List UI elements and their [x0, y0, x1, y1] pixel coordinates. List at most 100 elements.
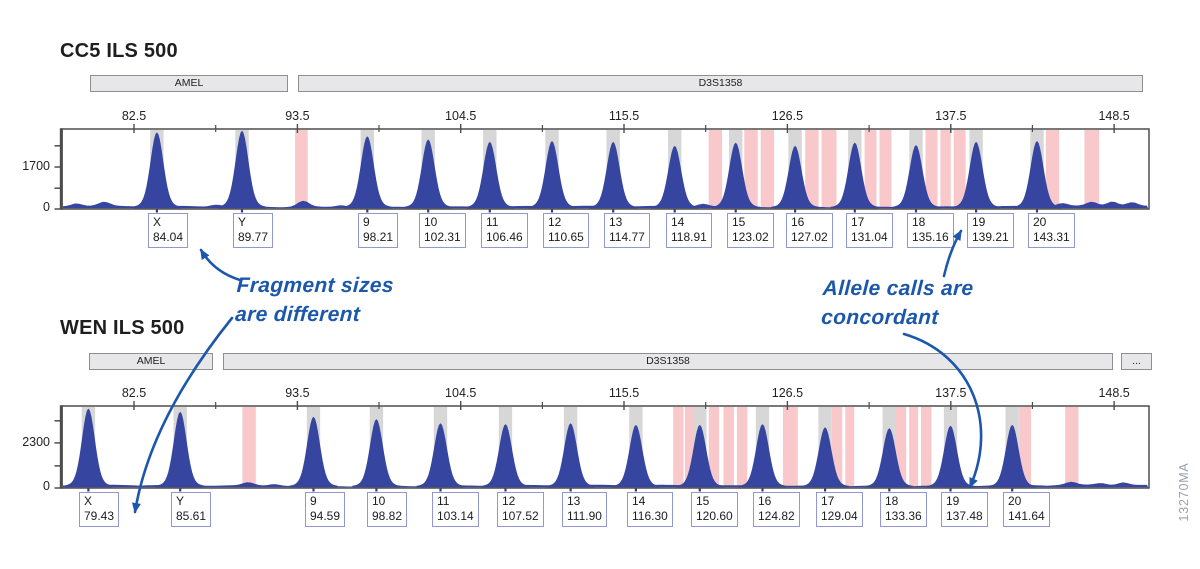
- watermark-text: 13270MA: [1177, 462, 1191, 522]
- allele-box-14: 14 118.91: [666, 213, 712, 248]
- fragment-size: 110.65: [548, 230, 584, 244]
- allele-call: 10: [424, 215, 438, 229]
- allele-call: 20: [1008, 494, 1022, 508]
- pink-bin: [1065, 407, 1079, 487]
- allele-peak: [988, 424, 1037, 488]
- pink-bin: [1019, 407, 1031, 487]
- allele-box-9: 9 94.59: [305, 492, 346, 527]
- pink-bin: [831, 407, 843, 487]
- peak-position-tick: [698, 488, 701, 492]
- allele-call: 15: [696, 494, 710, 508]
- allele-peak: [1013, 141, 1061, 209]
- y-axis-max-label: 1700: [22, 159, 50, 173]
- allele-peak: [156, 411, 205, 488]
- peak-position-tick: [312, 488, 315, 492]
- allele-call: 13: [609, 215, 623, 229]
- allele-call: 18: [885, 494, 899, 508]
- x-tick-label: 82.5: [122, 386, 146, 400]
- pink-bin: [242, 407, 256, 487]
- peak-position-tick: [550, 209, 554, 213]
- allele-call: 19: [946, 494, 960, 508]
- allele-call: 11: [486, 215, 499, 229]
- allele-box-11: 11 106.46: [481, 213, 528, 248]
- allele-box-y: Y 89.77: [233, 213, 274, 248]
- fragment-size: 107.52: [502, 509, 539, 523]
- fragment-size: 129.04: [821, 509, 858, 523]
- pink-bin: [1045, 130, 1060, 208]
- fragment-size: 98.21: [363, 230, 394, 244]
- allele-box-x: X 84.04: [148, 213, 189, 248]
- pink-bin: [925, 130, 938, 208]
- peak-position-tick: [366, 209, 369, 213]
- peak-position-tick: [794, 209, 797, 213]
- allele-peak: [952, 141, 1001, 209]
- baseline-noise-trace: [63, 200, 1148, 209]
- allele-peak: [865, 428, 914, 488]
- allele-call: 12: [548, 215, 562, 229]
- marker-label: D3S1358: [646, 355, 690, 368]
- allele-box-15: 15 123.02: [727, 213, 774, 248]
- marker-bar-amel: AMEL: [89, 353, 213, 370]
- fragment-size: 79.43: [84, 509, 115, 523]
- baseline-noise-trace: [63, 481, 1148, 488]
- allele-peak: [611, 424, 660, 488]
- peak-position-tick: [1035, 209, 1039, 213]
- allele-box-15: 15 120.60: [691, 492, 738, 527]
- fragment-size: 133.36: [885, 509, 922, 523]
- allele-box-18: 18 135.16: [907, 213, 954, 248]
- fragment-size: 123.02: [732, 230, 769, 244]
- allele-box-y: Y 85.61: [171, 492, 212, 527]
- allele-box-12: 12 110.65: [543, 213, 589, 248]
- y-axis-max-label: 2300: [22, 435, 50, 449]
- peak-position-tick: [761, 488, 764, 492]
- allele-call: 16: [758, 494, 772, 508]
- allele-call: X: [153, 215, 162, 229]
- x-tick-label: 104.5: [445, 109, 476, 123]
- x-tick-label: 93.5: [285, 109, 309, 123]
- fragment-size: 139.21: [972, 230, 1009, 244]
- allele-box-19: 19 139.21: [967, 213, 1014, 248]
- allele-peak: [481, 424, 530, 488]
- allele-box-9: 9 98.21: [358, 213, 399, 248]
- allele-peak: [650, 145, 699, 209]
- pink-bin: [708, 130, 723, 208]
- allele-box-17: 17 131.04: [846, 213, 893, 248]
- peak-position-tick: [504, 488, 507, 492]
- allele-call: Y: [176, 494, 185, 508]
- pink-bin: [295, 130, 308, 208]
- pink-bin: [895, 407, 907, 487]
- fragment-size: 137.48: [946, 509, 983, 523]
- fragment-size: 106.46: [486, 230, 523, 244]
- peak-position-tick: [427, 209, 430, 213]
- fragment-size: 124.82: [758, 509, 795, 523]
- pink-bin: [673, 407, 684, 487]
- allele-box-10: 10 102.31: [419, 213, 466, 248]
- marker-label: D3S1358: [698, 77, 743, 90]
- allele-call: 13: [567, 494, 581, 508]
- fragment-size: 102.31: [424, 230, 461, 244]
- x-tick-label: 148.5: [1098, 386, 1129, 400]
- allele-peak: [546, 423, 595, 488]
- pink-bin: [736, 407, 748, 487]
- allele-box-12: 12 107.52: [497, 492, 544, 527]
- allele-peak: [352, 419, 401, 488]
- allele-peak: [711, 142, 760, 209]
- peak-position-tick: [949, 488, 952, 492]
- allele-peak: [64, 408, 113, 488]
- allele-call: 17: [851, 215, 865, 229]
- allele-box-16: 16 124.82: [753, 492, 800, 527]
- x-tick-label: 148.5: [1098, 109, 1129, 123]
- allele-peak: [465, 141, 514, 209]
- allele-call: Y: [238, 215, 247, 229]
- x-tick-label: 82.5: [122, 109, 146, 123]
- y-axis-zero-label: 0: [43, 200, 50, 214]
- peak-position-tick: [375, 488, 378, 492]
- peak-position-tick: [824, 488, 827, 492]
- y-axis-zero-label: 0: [43, 479, 50, 493]
- annotation-line: Allele calls are: [822, 277, 975, 300]
- fragment-size: 114.77: [609, 230, 645, 244]
- peak-position-tick: [488, 209, 491, 213]
- pink-bin: [845, 407, 855, 487]
- fragment-size: 89.77: [238, 230, 269, 244]
- fragment-size: 120.60: [696, 509, 733, 523]
